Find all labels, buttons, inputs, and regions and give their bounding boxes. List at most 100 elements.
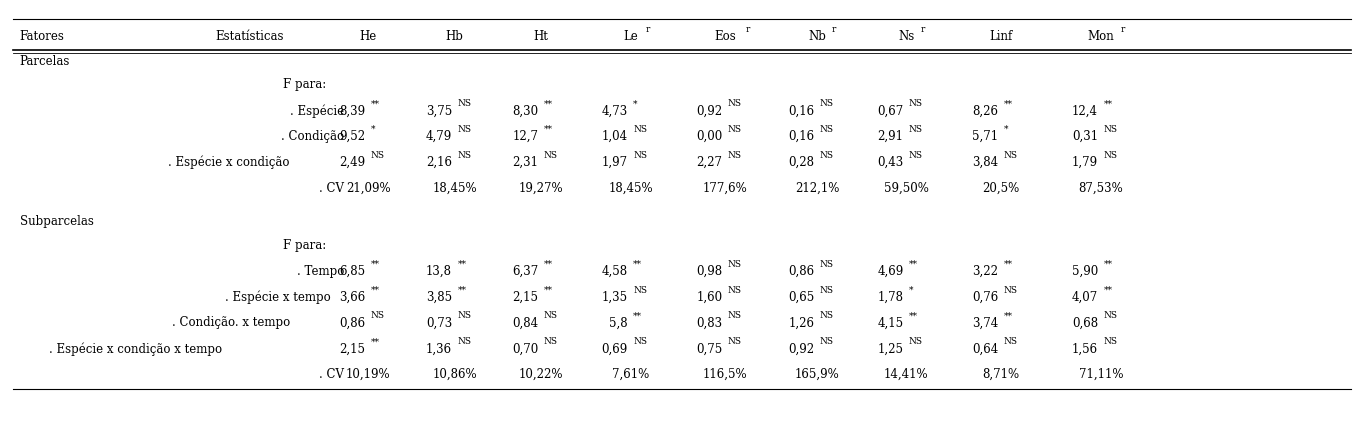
Text: **: ** <box>1104 99 1113 108</box>
Text: Ns: Ns <box>898 29 915 43</box>
Text: Mon: Mon <box>1087 29 1114 43</box>
Text: He: He <box>360 29 376 43</box>
Text: . Espécie: . Espécie <box>289 104 344 117</box>
Text: NS: NS <box>728 286 742 295</box>
Text: 12,7: 12,7 <box>512 130 538 143</box>
Text: 3,75: 3,75 <box>425 104 453 117</box>
Text: 6,85: 6,85 <box>340 265 366 278</box>
Text: F para:: F para: <box>283 239 326 252</box>
Text: Ht: Ht <box>534 29 549 43</box>
Text: NS: NS <box>633 337 647 346</box>
Text: NS: NS <box>1003 286 1018 295</box>
Text: 2,91: 2,91 <box>878 130 904 143</box>
Text: 3,74: 3,74 <box>972 316 998 330</box>
Text: 4,69: 4,69 <box>877 265 904 278</box>
Text: r: r <box>745 25 750 34</box>
Text: *: * <box>1003 125 1008 134</box>
Text: 8,71%: 8,71% <box>983 368 1019 381</box>
Text: NS: NS <box>819 260 833 269</box>
Text: 18,45%: 18,45% <box>607 182 652 195</box>
Text: 0,73: 0,73 <box>425 316 453 330</box>
Text: 0,86: 0,86 <box>340 316 366 330</box>
Text: **: ** <box>1104 260 1113 269</box>
Text: 2,31: 2,31 <box>512 156 538 169</box>
Text: 5,71: 5,71 <box>972 130 998 143</box>
Text: Le: Le <box>622 29 637 43</box>
Text: 4,07: 4,07 <box>1072 291 1098 304</box>
Text: NS: NS <box>728 99 742 108</box>
Text: NS: NS <box>458 337 472 346</box>
Text: 1,97: 1,97 <box>602 156 628 169</box>
Text: 212,1%: 212,1% <box>795 182 839 195</box>
Text: **: ** <box>1003 312 1012 320</box>
Text: NS: NS <box>1104 337 1117 346</box>
Text: **: ** <box>633 312 643 320</box>
Text: 5,90: 5,90 <box>1072 265 1098 278</box>
Text: F para:: F para: <box>283 78 326 92</box>
Text: 71,11%: 71,11% <box>1079 368 1123 381</box>
Text: 8,26: 8,26 <box>972 104 998 117</box>
Text: 0,69: 0,69 <box>602 342 628 355</box>
Text: **: ** <box>1003 99 1012 108</box>
Text: 1,25: 1,25 <box>878 342 904 355</box>
Text: . Tempo: . Tempo <box>296 265 344 278</box>
Text: *: * <box>371 125 375 134</box>
Text: Eos: Eos <box>715 29 737 43</box>
Text: Nb: Nb <box>809 29 826 43</box>
Text: 18,45%: 18,45% <box>432 182 477 195</box>
Text: r: r <box>832 25 836 34</box>
Text: NS: NS <box>1003 151 1018 160</box>
Text: NS: NS <box>819 286 833 295</box>
Text: NS: NS <box>371 312 385 320</box>
Text: NS: NS <box>458 312 472 320</box>
Text: 1,35: 1,35 <box>602 291 628 304</box>
Text: 14,41%: 14,41% <box>883 368 928 381</box>
Text: 1,56: 1,56 <box>1072 342 1098 355</box>
Text: 0,92: 0,92 <box>788 342 814 355</box>
Text: 0,76: 0,76 <box>972 291 998 304</box>
Text: NS: NS <box>544 151 559 160</box>
Text: 0,16: 0,16 <box>788 130 814 143</box>
Text: 0,84: 0,84 <box>512 316 538 330</box>
Text: 8,30: 8,30 <box>512 104 538 117</box>
Text: 2,15: 2,15 <box>512 291 538 304</box>
Text: 20,5%: 20,5% <box>983 182 1019 195</box>
Text: 10,19%: 10,19% <box>347 368 390 381</box>
Text: **: ** <box>633 260 643 269</box>
Text: 0,67: 0,67 <box>877 104 904 117</box>
Text: 4,58: 4,58 <box>602 265 628 278</box>
Text: NS: NS <box>728 260 742 269</box>
Text: NS: NS <box>728 151 742 160</box>
Text: 1,78: 1,78 <box>878 291 904 304</box>
Text: NS: NS <box>544 312 559 320</box>
Text: 19,27%: 19,27% <box>519 182 564 195</box>
Text: 13,8: 13,8 <box>425 265 453 278</box>
Text: NS: NS <box>819 337 833 346</box>
Text: **: ** <box>371 337 381 346</box>
Text: NS: NS <box>633 151 647 160</box>
Text: 10,86%: 10,86% <box>432 368 477 381</box>
Text: *: * <box>909 286 913 295</box>
Text: **: ** <box>1104 286 1113 295</box>
Text: **: ** <box>544 260 553 269</box>
Text: 7,61%: 7,61% <box>612 368 650 381</box>
Text: 3,22: 3,22 <box>972 265 998 278</box>
Text: NS: NS <box>728 337 742 346</box>
Text: NS: NS <box>909 337 923 346</box>
Text: **: ** <box>458 260 466 269</box>
Text: . Condição. x tempo: . Condição. x tempo <box>171 316 289 330</box>
Text: **: ** <box>544 125 553 134</box>
Text: NS: NS <box>909 151 923 160</box>
Text: 0,28: 0,28 <box>788 156 814 169</box>
Text: 0,92: 0,92 <box>696 104 723 117</box>
Text: NS: NS <box>819 125 833 134</box>
Text: . CV: . CV <box>319 182 344 195</box>
Text: NS: NS <box>819 99 833 108</box>
Text: 0,65: 0,65 <box>788 291 814 304</box>
Text: . Condição: . Condição <box>281 130 344 143</box>
Text: . Espécie x tempo: . Espécie x tempo <box>224 290 330 304</box>
Text: NS: NS <box>544 337 559 346</box>
Text: 2,16: 2,16 <box>425 156 453 169</box>
Text: 0,16: 0,16 <box>788 104 814 117</box>
Text: NS: NS <box>819 312 833 320</box>
